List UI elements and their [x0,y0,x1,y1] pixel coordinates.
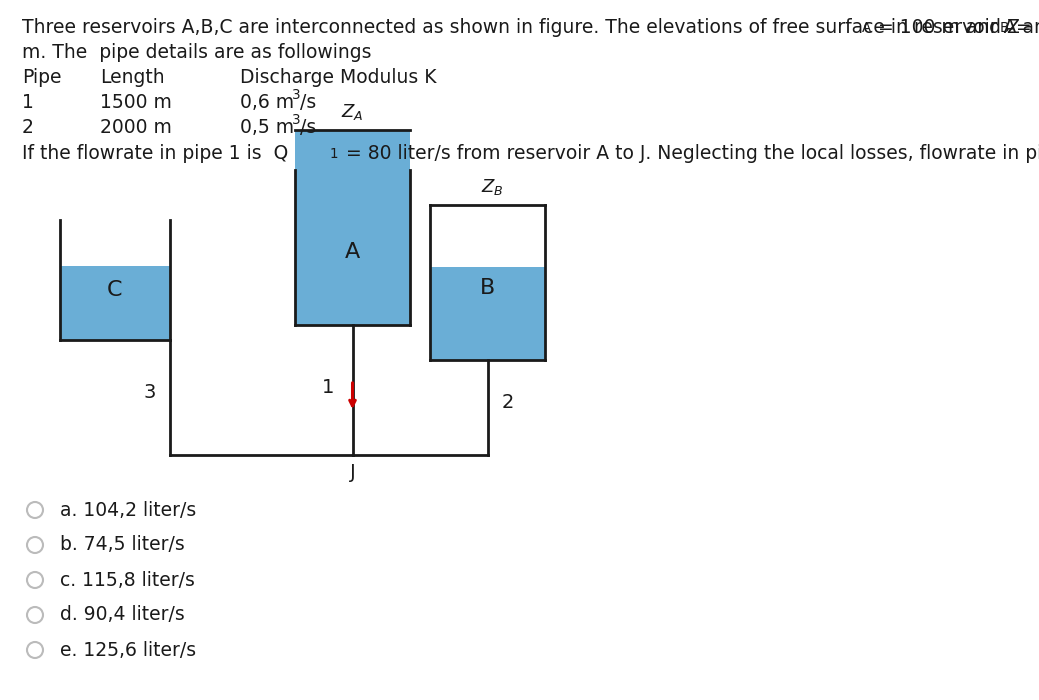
Text: 0,5 m: 0,5 m [240,118,294,137]
Text: Pipe: Pipe [22,68,61,87]
Bar [295,130,410,325]
Text: $Z_A$: $Z_A$ [341,102,364,122]
Text: If the flowrate in pipe 1 is  Q: If the flowrate in pipe 1 is Q [22,144,288,163]
Text: 2: 2 [502,393,514,412]
Text: d. 90,4 liter/s: d. 90,4 liter/s [60,606,185,624]
Text: b. 74,5 liter/s: b. 74,5 liter/s [60,536,185,554]
Text: m. The  pipe details are as followings: m. The pipe details are as followings [22,43,372,62]
Text: 3: 3 [292,113,300,127]
Text: A: A [345,242,361,262]
Text: $Z_B$: $Z_B$ [481,177,504,197]
Text: B: B [1000,21,1009,35]
Text: a. 104,2 liter/s: a. 104,2 liter/s [60,500,196,519]
Bar [430,267,545,360]
Text: C: C [107,280,123,300]
Bar [60,265,170,340]
Text: 0,6 m: 0,6 m [240,93,294,112]
Text: B: B [480,277,496,297]
Text: /s: /s [300,93,316,112]
Text: Length: Length [100,68,164,87]
Text: 3: 3 [143,383,156,402]
Text: 2000 m: 2000 m [100,118,171,137]
Text: /s: /s [300,118,316,137]
Text: 1500 m: 1500 m [100,93,171,112]
Text: A: A [862,21,872,35]
Text: = 100 m and Z: = 100 m and Z [872,18,1020,37]
Text: e. 125,6 liter/s: e. 125,6 liter/s [60,640,196,659]
Text: c. 115,8 liter/s: c. 115,8 liter/s [60,570,195,589]
Text: 3: 3 [292,88,300,102]
Text: = 80 liter/s from reservoir A to J. Neglecting the local losses, flowrate in pip: = 80 liter/s from reservoir A to J. Negl… [340,144,1039,163]
Text: 1: 1 [322,378,335,397]
Text: J: J [350,463,355,482]
Text: 2: 2 [22,118,34,137]
Text: Discharge Modulus K: Discharge Modulus K [240,68,436,87]
Text: Three reservoirs A,B,C are interconnected as shown in figure. The elevations of : Three reservoirs A,B,C are interconnecte… [22,18,1039,37]
Text: 1: 1 [22,93,34,112]
Text: 1: 1 [330,147,339,161]
Text: = 90: = 90 [1010,18,1039,37]
